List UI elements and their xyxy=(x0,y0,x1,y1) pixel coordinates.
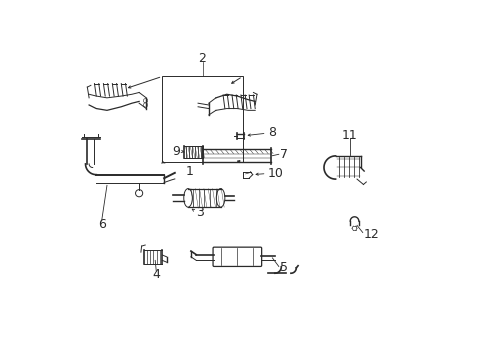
Text: 9: 9 xyxy=(172,145,180,158)
Text: 5: 5 xyxy=(279,261,287,274)
Text: 7: 7 xyxy=(279,148,287,161)
Text: 3: 3 xyxy=(196,206,203,219)
Text: 2: 2 xyxy=(198,52,206,65)
Text: 12: 12 xyxy=(363,228,378,241)
Text: 6: 6 xyxy=(98,218,105,231)
Text: 8: 8 xyxy=(267,126,275,139)
Text: 4: 4 xyxy=(152,268,160,281)
Text: 11: 11 xyxy=(341,129,357,142)
Text: 1: 1 xyxy=(185,165,193,177)
Text: 10: 10 xyxy=(267,167,283,180)
